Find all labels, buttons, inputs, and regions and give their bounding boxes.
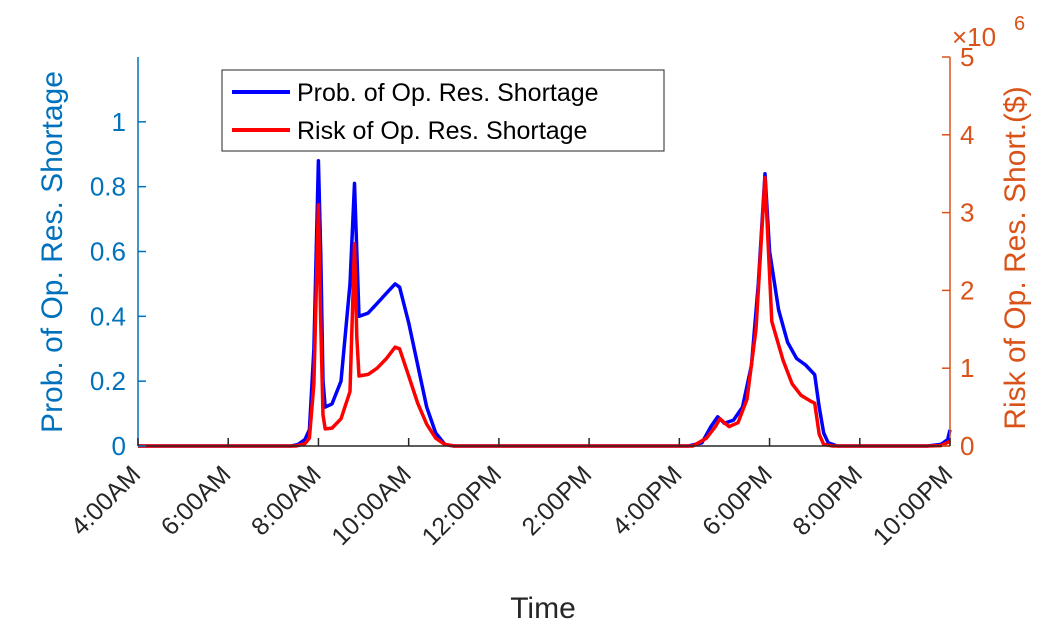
x-tick-label: 8:00AM — [246, 460, 327, 541]
x-tick-label: 4:00PM — [607, 460, 688, 541]
exponent-power: 6 — [1014, 13, 1025, 35]
y-right-tick-label: 2 — [960, 275, 974, 305]
exponent-multiplier: ×10 6 — [952, 13, 1025, 52]
x-tick-label: 4:00AM — [66, 460, 147, 541]
x-tick-label: 10:00AM — [326, 460, 417, 551]
x-tick-label: 10:00PM — [868, 460, 959, 551]
y-right-tick-label: 3 — [960, 198, 974, 228]
y-left-tick-label: 0.8 — [90, 172, 126, 202]
y-right-tick-label: 0 — [960, 431, 974, 461]
x-tick-label: 2:00PM — [517, 460, 598, 541]
y-right-tick-label: 4 — [960, 120, 974, 150]
y-axis-left-label: Prob. of Op. Res. Shortage — [36, 71, 69, 433]
exponent-base: ×10 — [952, 22, 996, 52]
y-left-tick-label: 0.6 — [90, 237, 126, 267]
x-tick-label: 6:00PM — [697, 460, 778, 541]
y-right-tick-label: 1 — [960, 353, 974, 383]
x-tick-label: 12:00PM — [417, 460, 508, 551]
series-line-prob — [138, 158, 952, 448]
y-axis-right-label: Risk of Op. Res. Short.($) — [999, 86, 1032, 429]
series-layer — [138, 158, 952, 448]
legend-entry-prob: Prob. of Op. Res. Shortage — [297, 79, 599, 107]
legend: Prob. of Op. Res. Shortage Risk of Op. R… — [221, 69, 665, 152]
y-left-tick-label: 0.4 — [90, 301, 126, 331]
y-left-tick-label: 1 — [112, 107, 126, 137]
legend-box — [221, 69, 665, 152]
legend-entry-risk: Risk of Op. Res. Shortage — [297, 117, 587, 145]
y-right-tick-label: 5 — [960, 42, 974, 72]
y-left-tick-label: 0.2 — [90, 366, 126, 396]
y-left-tick-label: 0 — [112, 431, 126, 461]
series-line-risk — [138, 175, 951, 448]
x-tick-label: 6:00AM — [156, 460, 237, 541]
x-tick-label: 8:00PM — [787, 460, 868, 541]
x-axis-label: Time — [510, 592, 576, 625]
